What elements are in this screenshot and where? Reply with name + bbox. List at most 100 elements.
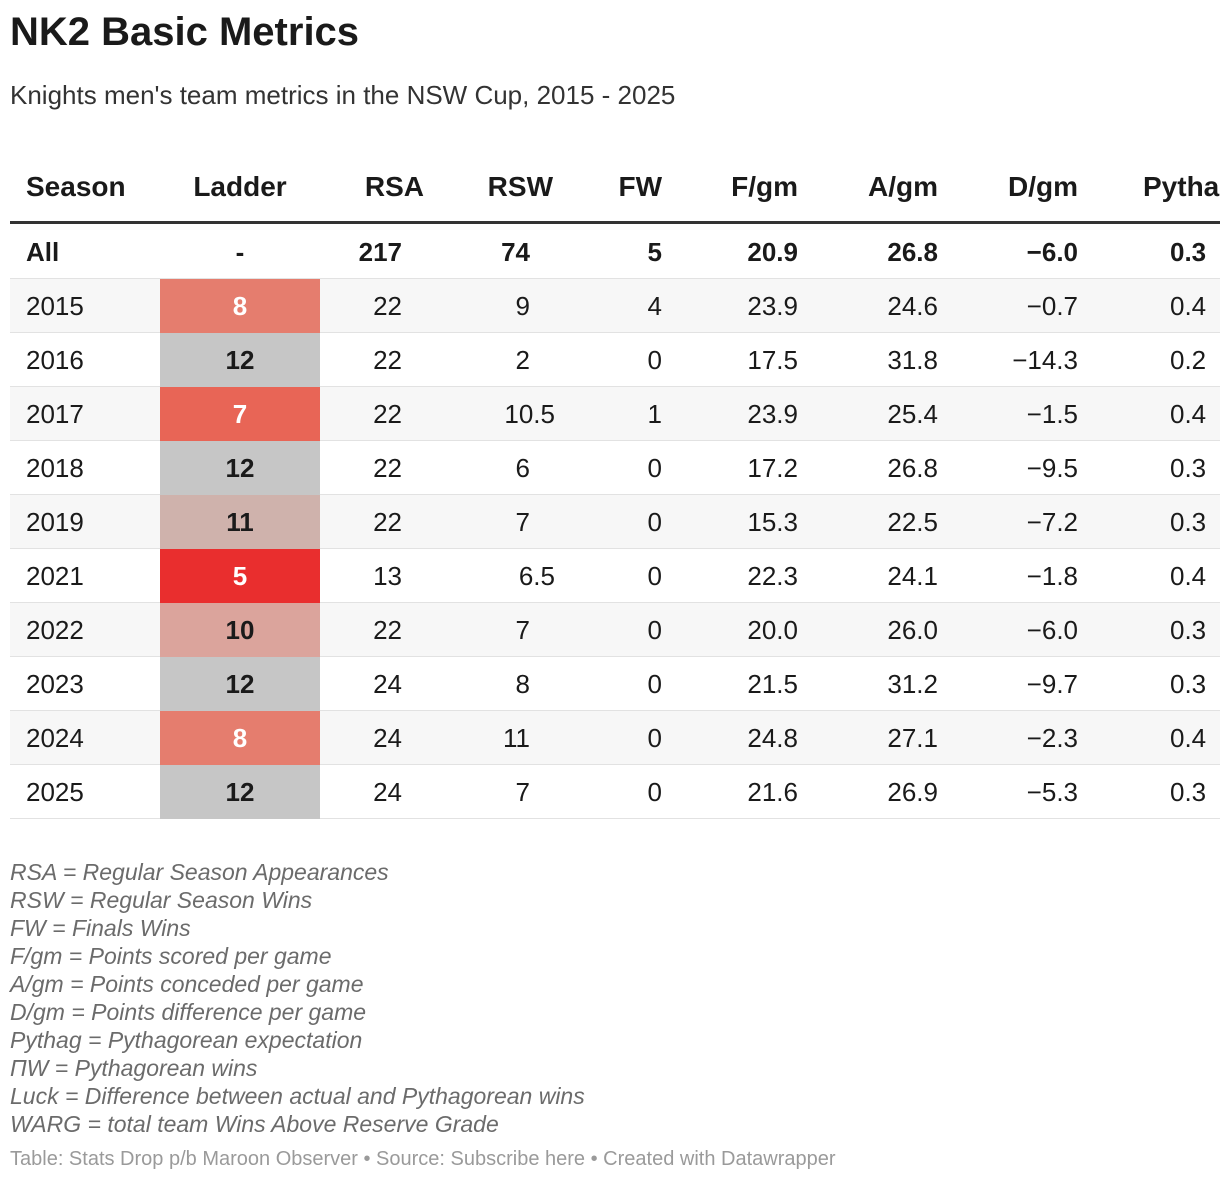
cell: 27.1 xyxy=(887,723,938,753)
cell: 12 xyxy=(225,453,255,483)
cell: 31.2 xyxy=(887,669,938,699)
note: F/gm = Points scored per game xyxy=(10,943,332,969)
ladder-cell xyxy=(160,387,320,441)
cell: 24 xyxy=(373,669,402,699)
ladder-cell xyxy=(160,495,320,549)
cell: 26.0 xyxy=(887,615,938,645)
cell: 21.6 xyxy=(747,777,798,807)
cell: 0 xyxy=(647,723,662,753)
cell: 10.5 xyxy=(504,399,555,429)
cell: 26.9 xyxy=(887,777,938,807)
cell: 22 xyxy=(373,615,402,645)
title: NK2 Basic Metrics xyxy=(10,10,360,54)
cell: 11 xyxy=(503,723,530,753)
column-header: D/gm xyxy=(1008,171,1078,202)
cell: 22.3 xyxy=(747,561,798,591)
cell: 0.4 xyxy=(1170,291,1207,321)
note: A/gm = Points conceded per game xyxy=(10,971,364,997)
cell: 2025 xyxy=(26,777,84,807)
cell: 1 xyxy=(647,399,662,429)
cell: 12 xyxy=(225,669,255,699)
cell: 2024 xyxy=(26,723,84,753)
cell: 0.3 xyxy=(1170,777,1207,807)
cell: 217 xyxy=(358,237,402,267)
cell: 4 xyxy=(647,291,662,321)
column-header: RSW xyxy=(487,171,553,202)
cell: −6.0 xyxy=(1026,615,1078,645)
cell: 17.2 xyxy=(747,453,798,483)
cell: 24.1 xyxy=(887,561,938,591)
cell: 0 xyxy=(647,453,662,483)
column-header: FW xyxy=(618,171,662,202)
cell: 2015 xyxy=(26,291,84,321)
cell: 2023 xyxy=(26,669,84,699)
cell: −2.3 xyxy=(1026,723,1078,753)
column-header: F/gm xyxy=(731,171,798,202)
cell: 24 xyxy=(373,777,402,807)
cell: 2019 xyxy=(26,507,84,537)
cell: - xyxy=(235,237,245,267)
cell: 17.5 xyxy=(747,345,798,375)
row-bg xyxy=(10,225,1220,279)
ladder-cell xyxy=(160,603,320,657)
cell: −9.5 xyxy=(1026,453,1078,483)
note: RSW = Regular Season Wins xyxy=(10,887,313,913)
cell: 31.8 xyxy=(887,345,938,375)
cell: 0.3 xyxy=(1170,507,1207,537)
cell: −0.7 xyxy=(1026,291,1078,321)
cell: 0.4 xyxy=(1170,399,1207,429)
cell: −7.2 xyxy=(1026,507,1078,537)
cell: 22 xyxy=(373,345,402,375)
cell: 20.0 xyxy=(747,615,798,645)
cell: 2017 xyxy=(26,399,84,429)
note: ΠW = Pythagorean wins xyxy=(10,1055,258,1081)
cell: 12 xyxy=(225,777,255,807)
column-header: Season xyxy=(26,171,126,202)
cell: 11 xyxy=(226,507,254,537)
cell: 24.8 xyxy=(747,723,798,753)
cell: 7 xyxy=(232,399,248,429)
cell: 9 xyxy=(515,291,530,321)
cell: 7 xyxy=(515,507,530,537)
cell: 25.4 xyxy=(887,399,938,429)
column-header: Ladder xyxy=(193,171,287,202)
cell: 2021 xyxy=(26,561,84,591)
cell: 0 xyxy=(647,345,662,375)
note: D/gm = Points difference per game xyxy=(10,999,367,1025)
cell: 8 xyxy=(232,291,248,321)
header-rule xyxy=(10,221,1220,224)
cell: 2022 xyxy=(26,615,84,645)
footer: Table: Stats Drop p/b Maroon Observer • … xyxy=(10,1148,836,1170)
cell: 20.9 xyxy=(747,237,798,267)
note: Pythag = Pythagorean expectation xyxy=(10,1027,363,1053)
cell: −9.7 xyxy=(1026,669,1078,699)
cell: 8 xyxy=(232,723,248,753)
cell: 24 xyxy=(373,723,402,753)
cell: 0.4 xyxy=(1170,561,1207,591)
cell: 22 xyxy=(373,453,402,483)
cell: −1.8 xyxy=(1026,561,1078,591)
note: Luck = Difference between actual and Pyt… xyxy=(10,1083,585,1109)
cell: 7 xyxy=(515,777,530,807)
cell: 2018 xyxy=(26,453,84,483)
cell: 74 xyxy=(501,237,530,267)
cell: 5 xyxy=(232,561,248,591)
cell: 26.8 xyxy=(887,453,938,483)
column-header: A/gm xyxy=(868,171,938,202)
cell: −5.3 xyxy=(1026,777,1078,807)
column-header: Pytha xyxy=(1143,171,1220,202)
ladder-cell xyxy=(160,765,320,819)
cell: 2016 xyxy=(26,345,84,375)
cell: 24.6 xyxy=(887,291,938,321)
cell: 12 xyxy=(225,345,255,375)
cell: 22 xyxy=(373,507,402,537)
ladder-cell xyxy=(160,549,320,603)
cell: 7 xyxy=(515,615,530,645)
note: FW = Finals Wins xyxy=(10,915,191,941)
cell: 22 xyxy=(373,399,402,429)
cell: 13 xyxy=(373,561,402,591)
cell: 0 xyxy=(647,507,662,537)
ladder-cell xyxy=(160,333,320,387)
cell: 10 xyxy=(225,615,255,645)
